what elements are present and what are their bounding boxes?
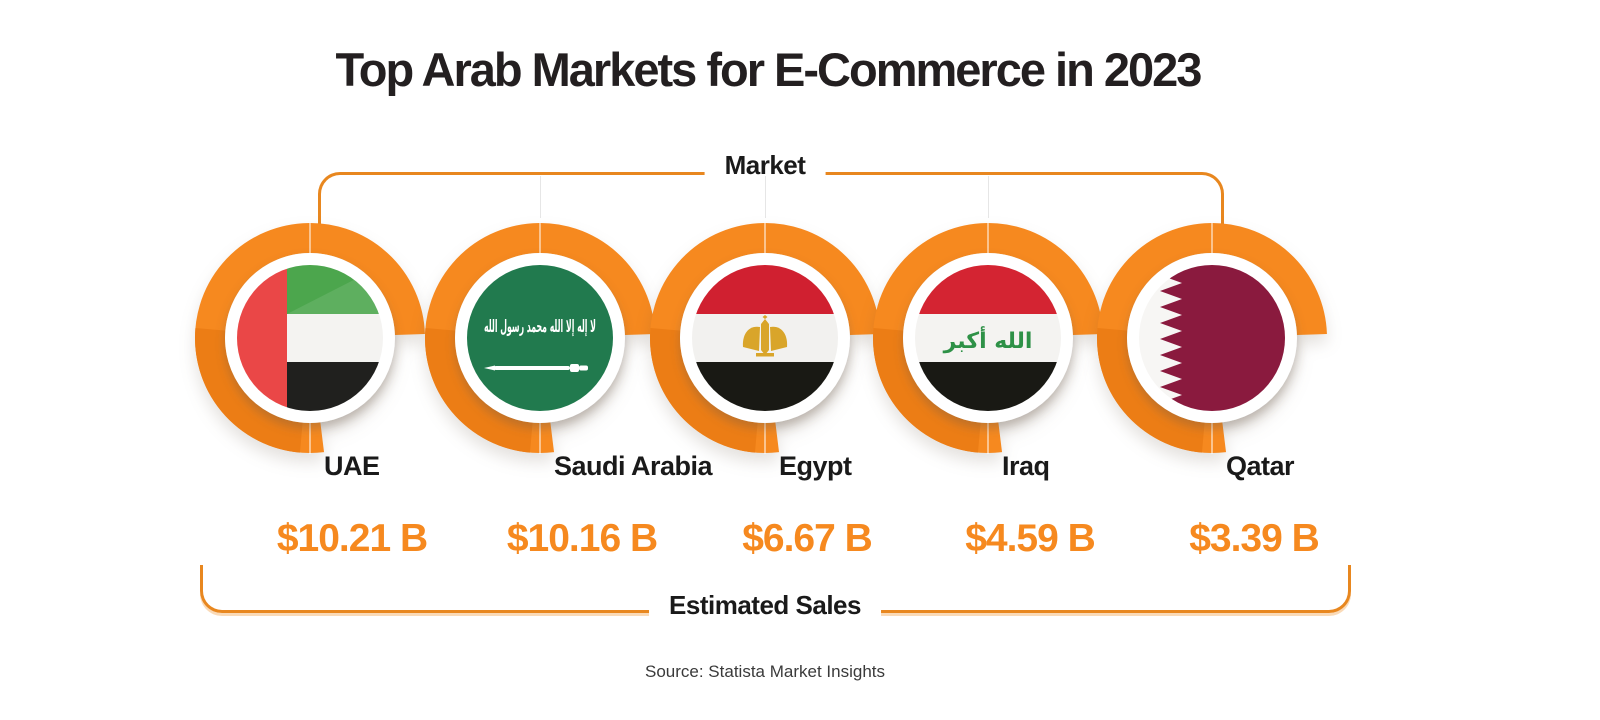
sales-value-saudi-arabia: $10.16 B [506, 517, 658, 560]
sales-value-qatar: $3.39 B [1189, 517, 1320, 560]
country-label-saudi-arabia: Saudi Arabia [554, 451, 713, 481]
connector-line [765, 176, 766, 218]
page-title: Top Arab Markets for E-Commerce in 2023 [335, 43, 1203, 96]
egypt-flag-icon [650, 222, 880, 454]
sales-value-iraq: $4.59 B [965, 517, 1096, 560]
saudi-shahada-script: لا إله إلا الله محمد رسول الله [484, 317, 596, 337]
qatar-flag-icon [1097, 222, 1327, 454]
country-label-uae: UAE [324, 451, 380, 481]
country-label-egypt: Egypt [779, 451, 852, 481]
iraq-takbir-script: الله أكبر [943, 325, 1033, 354]
eagle-of-saladin-icon [742, 315, 788, 357]
sales-value-uae: $10.21 B [276, 517, 428, 560]
connector-line [988, 176, 989, 218]
iraq-flag-icon: الله أكبر [873, 222, 1103, 454]
saudi-sword-icon [484, 364, 588, 372]
connector-line [540, 176, 541, 218]
estimated-sales-axis-label: Estimated Sales [649, 590, 881, 621]
sales-value-egypt: $6.67 B [742, 517, 873, 560]
uae-flag-icon [195, 222, 425, 454]
market-axis-label: Market [704, 150, 826, 181]
source-attribution: Source: Statista Market Insights [645, 662, 885, 681]
saudi-arabia-flag-icon: لا إله إلا الله محمد رسول الله [425, 222, 655, 454]
country-label-iraq: Iraq [1002, 451, 1050, 481]
country-label-qatar: Qatar [1226, 451, 1295, 481]
